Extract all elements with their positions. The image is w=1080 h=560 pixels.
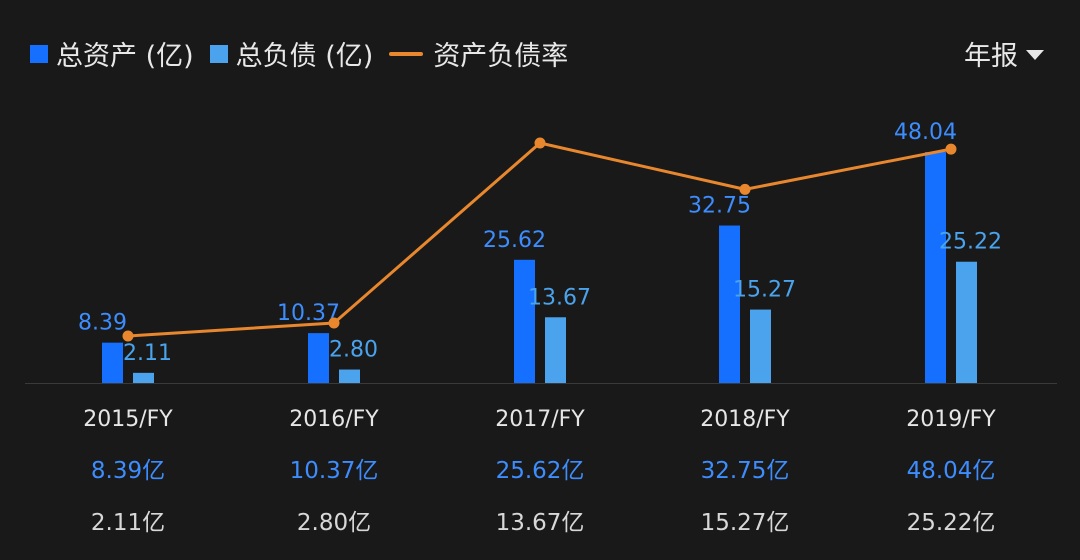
summary-total-liabilities: 2.11亿	[91, 510, 165, 536]
x-tick-label: 2017/FY	[495, 407, 585, 432]
period-dropdown[interactable]: 年报	[964, 34, 1044, 73]
point-debt-ratio	[534, 137, 546, 149]
point-debt-ratio	[328, 317, 340, 329]
summary-total-liabilities: 15.27亿	[701, 510, 790, 536]
summary-total-assets: 25.62亿	[496, 458, 585, 484]
period-dropdown-label: 年报	[964, 41, 1018, 72]
caret-down-icon	[1026, 50, 1044, 60]
legend-item-total-liabilities[interactable]: 总负债 (亿)	[209, 34, 374, 73]
legend-swatch-debt-ratio	[389, 51, 424, 56]
bar-total-liabilities	[545, 317, 566, 383]
bar-label-total-assets: 32.75	[688, 194, 751, 219]
legend-label-debt-ratio: 资产负债率	[433, 41, 569, 72]
bar-total-liabilities	[133, 372, 154, 383]
summary-total-assets: 48.04亿	[907, 458, 996, 484]
summary-total-liabilities: 13.67亿	[496, 510, 585, 536]
bar-total-liabilities	[339, 369, 360, 383]
bar-total-assets	[719, 225, 740, 383]
summary-total-assets: 10.37亿	[290, 458, 379, 484]
legend-item-total-assets[interactable]: 总资产 (亿)	[30, 34, 194, 73]
summary-total-liabilities: 2.80亿	[297, 510, 371, 536]
bar-total-assets	[102, 342, 123, 383]
summary-total-assets: 32.75亿	[701, 458, 790, 484]
x-tick-label: 2019/FY	[906, 407, 996, 432]
bar-label-total-liabilities: 13.67	[528, 285, 591, 310]
legend-label-total-liabilities: 总负债 (亿)	[235, 41, 374, 72]
bar-total-liabilities	[956, 261, 977, 383]
bar-label-total-assets: 8.39	[78, 311, 127, 336]
point-debt-ratio	[945, 143, 957, 155]
bar-label-total-liabilities: 25.22	[939, 230, 1002, 255]
legend-swatch-total-assets	[30, 44, 48, 63]
legend-swatch-total-liabilities	[209, 44, 228, 63]
legend: 总资产 (亿) 总负债 (亿) 资产负债率	[30, 34, 584, 73]
bar-total-assets	[925, 152, 946, 383]
point-debt-ratio	[739, 183, 751, 195]
summary-total-assets: 8.39亿	[91, 458, 165, 484]
bar-label-total-assets: 48.04	[894, 120, 957, 145]
bar-label-total-assets: 25.62	[483, 228, 546, 253]
bar-total-liabilities	[750, 309, 771, 383]
x-tick-label: 2018/FY	[700, 407, 790, 432]
bar-label-total-liabilities: 2.80	[329, 338, 378, 363]
bar-label-total-liabilities: 15.27	[733, 278, 796, 303]
bar-total-assets	[308, 333, 329, 383]
point-debt-ratio	[122, 330, 134, 342]
bar-total-assets	[514, 259, 535, 383]
x-tick-label: 2015/FY	[83, 407, 173, 432]
bar-label-total-liabilities: 2.11	[123, 341, 172, 366]
x-tick-label: 2016/FY	[289, 407, 379, 432]
summary-total-liabilities: 25.22亿	[907, 510, 996, 536]
legend-item-debt-ratio[interactable]: 资产负债率	[389, 34, 568, 73]
legend-label-total-assets: 总资产 (亿)	[56, 41, 194, 72]
